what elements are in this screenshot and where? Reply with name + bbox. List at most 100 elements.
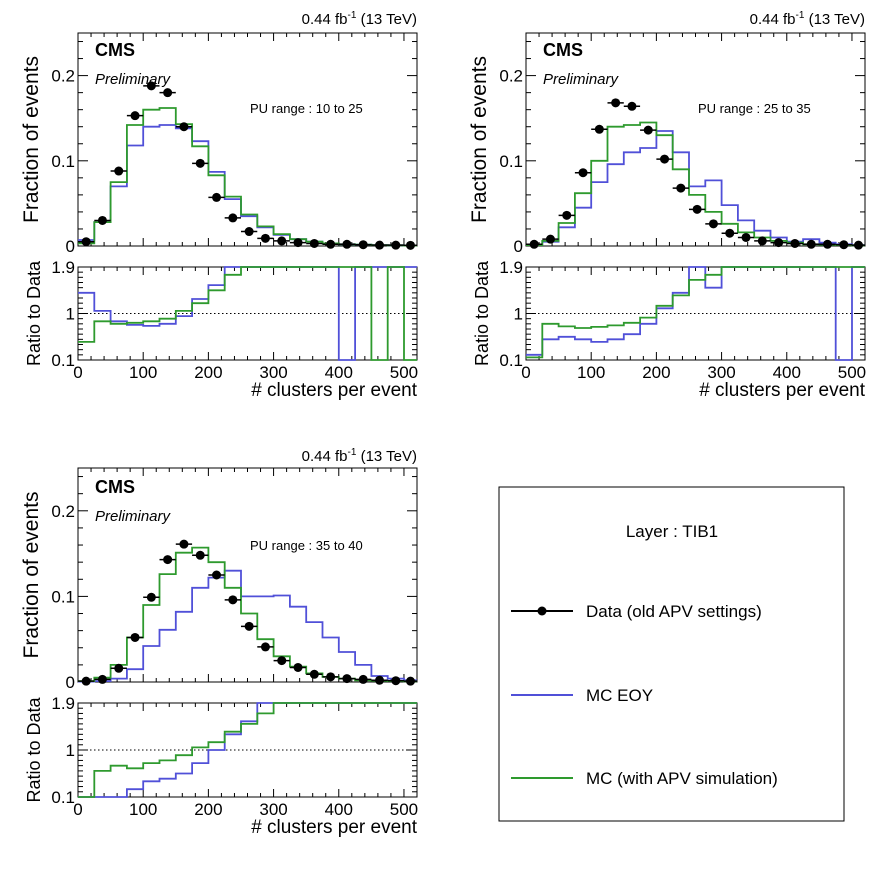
ratio-xtick-label: 100	[129, 363, 157, 382]
data-point	[853, 240, 863, 250]
data-point	[277, 236, 287, 246]
main-frame	[77, 467, 418, 683]
data-point	[757, 236, 767, 246]
data-point	[130, 111, 140, 121]
data-point	[611, 98, 621, 108]
lumi-label: 0.44 fb-1 (13 TeV)	[302, 447, 417, 465]
ratio-xtick-label: 300	[707, 363, 735, 382]
legend-frame	[498, 486, 845, 822]
ratio-ylabel: Ratio to Data	[24, 696, 44, 802]
xlabel: # clusters per event	[251, 817, 418, 838]
data-point	[405, 676, 415, 686]
xlabel: # clusters per event	[251, 380, 418, 401]
ratio-ytick-label: 1	[66, 305, 75, 324]
data-point	[660, 154, 670, 164]
ratio-ytick-label: 1.9	[51, 258, 75, 277]
data-point	[130, 632, 140, 642]
legend-label-mc-apv: MC (with APV simulation)	[586, 769, 778, 788]
data-point	[692, 204, 702, 214]
preliminary-label: Preliminary	[543, 71, 620, 88]
data-point	[774, 238, 784, 248]
ratio-xtick-label: 400	[325, 800, 353, 819]
data-point	[375, 675, 385, 685]
data-point	[391, 240, 401, 250]
pu-range-label: PU range : 25 to 35	[698, 101, 811, 116]
data-point	[806, 239, 816, 249]
data-point	[594, 124, 604, 134]
legend-entry-mc-eoy: MC EOY	[511, 686, 653, 705]
ratio-xtick-label: 200	[642, 363, 670, 382]
ratio-xtick-label: 200	[194, 363, 222, 382]
main-ytick-label: 0	[66, 673, 75, 692]
data-point	[578, 168, 588, 178]
data-point	[725, 228, 735, 238]
ratio-xtick-label: 500	[838, 363, 866, 382]
legend-label-data: Data (old APV settings)	[586, 602, 762, 621]
main-ytick-label: 0.2	[499, 67, 523, 86]
ratio-xtick-label: 100	[577, 363, 605, 382]
data-point	[163, 555, 173, 565]
data-point	[81, 676, 91, 686]
data-point	[676, 183, 686, 193]
data-point	[375, 240, 385, 250]
cms-label: CMS	[543, 40, 583, 60]
main-ylabel: Fraction of events	[20, 492, 43, 659]
ratio-mc-apv	[78, 702, 417, 798]
data-point	[358, 240, 368, 250]
data-point	[212, 192, 222, 202]
ratio-mc-apv	[526, 266, 865, 359]
data-point	[643, 125, 653, 135]
data-point	[260, 642, 270, 652]
main-ylabel: Fraction of events	[468, 56, 491, 223]
ratio-xtick-label: 400	[325, 363, 353, 382]
data-point	[146, 81, 156, 91]
data-point	[708, 219, 718, 229]
ratio-xtick-label: 300	[259, 363, 287, 382]
legend-title: Layer : TIB1	[626, 522, 718, 541]
ratio-mc-apv	[78, 266, 417, 361]
main-ytick-label: 0	[514, 237, 523, 256]
data-point	[326, 672, 336, 682]
cms-label: CMS	[95, 477, 135, 497]
ratio-xtick-label: 0	[73, 363, 82, 382]
data-point	[97, 674, 107, 684]
ratio-ylabel: Ratio to Data	[472, 260, 492, 366]
lumi-label: 0.44 fb-1 (13 TeV)	[302, 10, 417, 28]
cms-label: CMS	[95, 40, 135, 60]
data-point	[309, 238, 319, 248]
data-point	[179, 122, 189, 132]
data-point	[81, 237, 91, 247]
data-point	[260, 233, 270, 243]
data-point	[244, 621, 254, 631]
data-point	[839, 240, 849, 250]
preliminary-label: Preliminary	[95, 71, 172, 88]
ratio-xtick-label: 400	[773, 363, 801, 382]
data-point	[97, 215, 107, 225]
data-point	[228, 595, 238, 605]
ratio-ytick-label: 1.9	[499, 258, 523, 277]
main-ylabel: Fraction of events	[20, 56, 43, 223]
xlabel: # clusters per event	[699, 380, 866, 401]
data-point	[212, 570, 222, 580]
data-point	[277, 656, 287, 666]
data-point	[244, 227, 254, 237]
ratio-xtick-label: 100	[129, 800, 157, 819]
ratio-xtick-label: 500	[390, 800, 418, 819]
ratio-ytick-label: 1	[514, 305, 523, 324]
data-point	[342, 674, 352, 684]
main-ytick-label: 0.1	[499, 152, 523, 171]
ratio-xtick-label: 300	[259, 800, 287, 819]
pu-range-label: PU range : 10 to 25	[250, 101, 363, 116]
ratio-xtick-label: 200	[194, 800, 222, 819]
data-point	[405, 240, 415, 250]
ratio-ytick-label: 0.1	[51, 351, 75, 370]
data-point	[627, 101, 637, 111]
data-point	[114, 663, 124, 673]
data-point	[195, 158, 205, 168]
data-point	[562, 210, 572, 220]
data-point	[545, 234, 555, 244]
data-point	[529, 239, 539, 249]
